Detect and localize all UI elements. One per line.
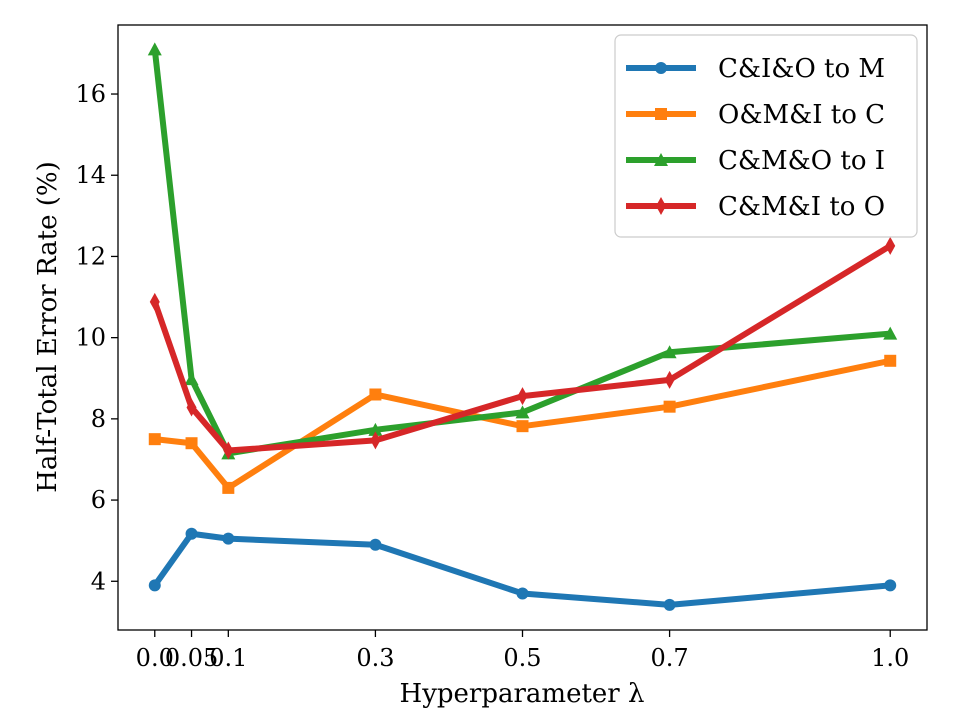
series-triangle — [147, 42, 898, 460]
data-point — [662, 345, 677, 359]
y-tick-label: 16 — [75, 80, 106, 108]
data-point — [517, 387, 528, 406]
series-circle — [148, 527, 897, 611]
series-square — [148, 354, 897, 494]
legend-marker — [654, 153, 668, 166]
legend-entries: C&I&O to M O&M&I to C C&M&O to I C&M&I to O — [626, 54, 885, 222]
y-tick-label: 4 — [91, 567, 106, 595]
data-point — [148, 579, 161, 592]
data-point — [883, 326, 898, 340]
data-point — [149, 292, 160, 311]
x-tick-label: 0.7 — [651, 644, 689, 672]
data-point — [185, 437, 198, 450]
x-tick-label: 0.0 — [136, 644, 174, 672]
x-tick-label: 0.1 — [209, 644, 247, 672]
data-point — [663, 598, 676, 611]
data-point — [663, 400, 676, 413]
data-point — [884, 354, 897, 367]
x-tick-label: 0.5 — [503, 644, 541, 672]
x-tick-label: 0.3 — [356, 644, 394, 672]
y-tick-label: 10 — [75, 324, 106, 352]
x-tick-label: 0.05 — [165, 644, 218, 672]
legend-marker — [656, 197, 666, 215]
legend-box — [614, 34, 918, 238]
data-point — [516, 420, 529, 433]
legend-label: C&M&I to O — [718, 192, 885, 222]
series-diamond — [149, 236, 896, 460]
y-tick-label: 6 — [91, 486, 106, 514]
data-point — [515, 405, 530, 419]
data-point — [222, 481, 235, 494]
legend-marker — [655, 62, 667, 74]
data-point — [885, 236, 896, 255]
series-layer — [147, 42, 898, 611]
legend-label: C&M&O to I — [718, 146, 885, 176]
legend-label: O&M&I to C — [718, 100, 885, 130]
data-point — [222, 532, 235, 545]
data-point — [370, 431, 381, 450]
data-point — [369, 388, 382, 401]
y-tick-label: 12 — [75, 242, 106, 270]
x-axis-label: Hyperparameter λ — [400, 679, 645, 709]
y-axis-ticks: 4 6 8 10 12 14 16 — [75, 80, 118, 595]
legend-label: C&I&O to M — [718, 54, 885, 84]
x-axis-ticks: 0.00.050.1 0.3 0.5 0.7 1.0 — [136, 630, 909, 672]
y-tick-label: 14 — [75, 161, 106, 189]
data-point — [664, 370, 675, 389]
x-tick-label: 1.0 — [871, 644, 909, 672]
data-point — [884, 579, 897, 592]
legend-marker — [655, 108, 667, 120]
data-point — [516, 587, 529, 600]
y-tick-label: 8 — [91, 405, 106, 433]
data-point — [185, 527, 198, 540]
data-point — [369, 538, 382, 551]
data-point — [223, 441, 234, 460]
data-point — [148, 433, 161, 446]
data-point — [186, 398, 197, 417]
y-axis-label: Half-Total Error Rate (%) — [33, 161, 63, 493]
data-point — [184, 372, 199, 386]
series-line — [151, 242, 894, 454]
legend: C&I&O to M O&M&I to C C&M&O to I C&M&I to O — [614, 34, 918, 238]
data-point — [368, 422, 383, 436]
data-point — [147, 42, 162, 56]
